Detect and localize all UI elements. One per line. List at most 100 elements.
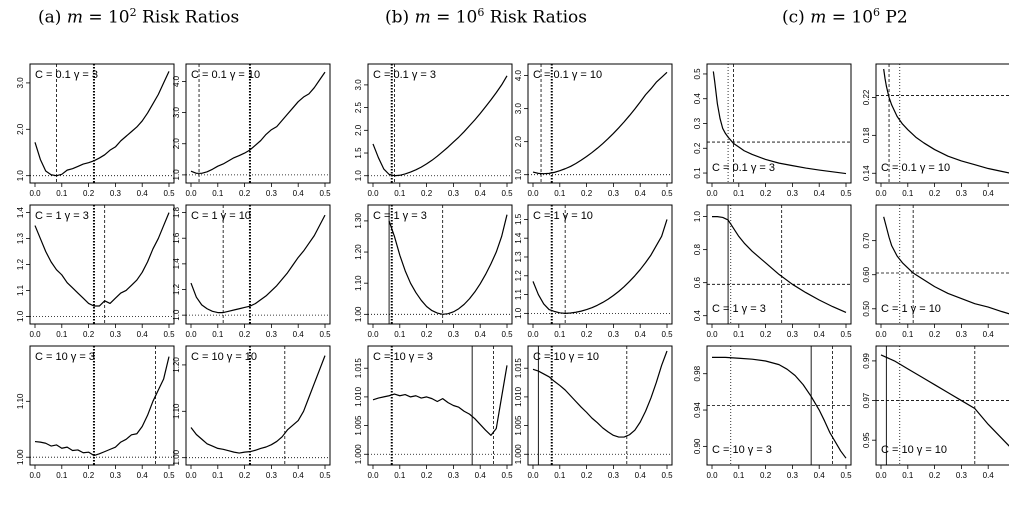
panel-label: C = 10 γ = 3 <box>373 351 433 363</box>
group-title-b: (b) m = 106 Risk Ratios <box>385 6 587 28</box>
x-tick-label: 0.1 <box>902 330 914 339</box>
series-line <box>34 71 170 177</box>
x-tick-label: 0.2 <box>421 330 433 339</box>
chart-panel-a-100-10: 0.0 0.1 0.2 0.3 0.4 0.5 1.00 1.10 1.20 C = 10 γ =… <box>172 345 331 480</box>
x-tick-label: 0.4 <box>635 471 647 480</box>
chart-panel-b-10-10: 0.0 0.1 0.2 0.3 0.4 0.5 1.0 1.1 1.2 1.3 1.4 1.5 C = … <box>514 204 673 339</box>
y-tick-label: 0.70 <box>862 232 871 248</box>
x-tick-label: 0.4 <box>137 330 149 339</box>
y-tick-label: 1.2 <box>514 270 523 282</box>
chart-panel-b-10-3: 0.0 0.1 0.2 0.3 0.4 0.5 1.00 1.10 1.20 1.30 C = 1 … <box>354 204 513 339</box>
chart-panel-c-10-3: 0.0 0.1 0.2 0.3 0.4 0.5 0.4 0.6 0.8 1.0 C = 1 γ = … <box>693 204 852 339</box>
x-tick-label: 0.3 <box>266 330 278 339</box>
y-tick-label: 2.0 <box>172 138 181 150</box>
y-tick-label: 2.0 <box>16 123 25 135</box>
y-tick-label: 1.8 <box>172 206 181 218</box>
panel-label: C = 0.1 γ = 10 <box>191 69 260 81</box>
chart-panel-b-1-10: 0.0 0.1 0.2 0.3 0.4 0.5 1.0 2.0 3.0 4.0 C = 0.1 γ … <box>514 63 673 198</box>
panel-label: C = 1 γ = 3 <box>712 303 766 315</box>
y-tick-label: 1.000 <box>354 444 363 465</box>
x-tick-label: 0.2 <box>239 330 251 339</box>
y-tick-label: 1.3 <box>514 251 523 263</box>
y-tick-label: 1.015 <box>514 358 523 379</box>
y-tick-label: 1.00 <box>172 449 181 465</box>
panel-label: C = 1 γ = 3 <box>373 210 427 222</box>
y-tick-label: 1.3 <box>16 232 25 244</box>
y-tick-label: 1.0 <box>16 310 25 322</box>
panel-label: C = 10 γ = 10 <box>533 351 599 363</box>
y-tick-label: 1.4 <box>16 206 25 218</box>
plot-frame <box>29 63 175 184</box>
y-tick-label: 1.010 <box>354 386 363 407</box>
x-tick-label: 0.4 <box>137 471 149 480</box>
series-line <box>883 68 1009 174</box>
y-tick-label: 1.5 <box>514 213 523 225</box>
x-tick-label: 0.1 <box>902 189 914 198</box>
x-tick-label: 0.0 <box>29 189 41 198</box>
y-tick-label: 1.0 <box>514 307 523 319</box>
y-tick-label: 0.14 <box>862 165 871 181</box>
y-tick-label: 0.18 <box>862 127 871 143</box>
x-tick-label: 0.2 <box>760 471 772 480</box>
x-tick-label: 0.0 <box>367 330 379 339</box>
chart-panel-c-1-10: 0.00.10.20.30.40.50.140.180.22C = 0.1 γ … <box>862 63 1009 198</box>
chart-panel-a-100-3: 0.0 0.1 0.2 0.3 0.4 0.5 1.00 1.10 C = 10 γ = 3 <box>16 345 175 480</box>
y-tick-label: 0.4 <box>693 93 702 105</box>
x-tick-label: 0.1 <box>56 471 68 480</box>
panel-label: C = 1 γ = 10 <box>191 210 251 222</box>
y-tick-label: 2.0 <box>514 136 523 148</box>
x-tick-label: 0.5 <box>501 330 513 339</box>
x-tick-label: 0.3 <box>110 189 122 198</box>
y-tick-label: 3.0 <box>514 103 523 115</box>
x-tick-label: 0.5 <box>840 330 852 339</box>
y-tick-label: 1.4 <box>514 232 523 244</box>
x-tick-label: 0.2 <box>421 471 433 480</box>
y-tick-label: 0.22 <box>862 89 871 105</box>
x-tick-label: 0.4 <box>293 471 305 480</box>
y-tick-label: 3.0 <box>16 77 25 89</box>
x-tick-label: 0.4 <box>983 189 995 198</box>
y-tick-label: 0.5 <box>693 68 702 80</box>
y-tick-label: 1.0 <box>16 170 25 182</box>
panel-label: C = 0.1 γ = 10 <box>533 69 602 81</box>
y-tick-label: 1.20 <box>172 357 181 373</box>
group-title-c: (c) m = 106 P2 <box>782 6 908 28</box>
panel-label: C = 1 γ = 10 <box>533 210 593 222</box>
plot-frame <box>875 204 1009 325</box>
x-tick-label: 0.2 <box>581 189 593 198</box>
y-tick-label: 1.010 <box>514 386 523 407</box>
y-tick-label: 1.1 <box>514 288 523 300</box>
plot-frame <box>527 204 673 325</box>
series-line <box>190 214 326 314</box>
x-tick-label: 0.2 <box>760 330 772 339</box>
y-tick-label: 0.3 <box>693 117 702 129</box>
series-line <box>712 216 847 313</box>
x-tick-label: 0.5 <box>319 471 331 480</box>
y-tick-label: 0.4 <box>693 310 702 322</box>
chart-panel-b-1-3: 0.0 0.1 0.2 0.3 0.4 0.5 1.0 1.5 2.0 2.5 3.0 C = 0.1… <box>354 63 513 198</box>
chart-panel-c-10-10: 0.00.10.20.30.40.50.500.600.70C = 1 γ = … <box>862 204 1009 339</box>
y-tick-label: 1.10 <box>172 403 181 419</box>
x-tick-label: 0.0 <box>527 330 539 339</box>
x-tick-label: 0.0 <box>185 189 197 198</box>
series-line <box>34 356 170 457</box>
x-tick-label: 0.5 <box>319 330 331 339</box>
y-tick-label: 2.5 <box>354 101 363 113</box>
series-line <box>532 71 668 175</box>
x-tick-label: 0.2 <box>581 330 593 339</box>
x-tick-label: 0.3 <box>608 471 620 480</box>
x-tick-label: 0.3 <box>266 189 278 198</box>
panel-label: C = 10 γ = 3 <box>712 444 772 456</box>
y-tick-label: 1.00 <box>16 449 25 465</box>
y-tick-label: 1.10 <box>16 393 25 409</box>
y-tick-label: 0.50 <box>862 300 871 316</box>
plot-frame <box>706 204 852 325</box>
y-tick-label: 1.0 <box>172 169 181 181</box>
x-tick-label: 0.3 <box>608 189 620 198</box>
x-tick-label: 0.5 <box>163 471 175 480</box>
plot-frame <box>527 345 673 466</box>
panel-label: C = 10 γ = 3 <box>35 351 95 363</box>
x-tick-label: 0.2 <box>83 471 95 480</box>
y-tick-label: 1.4 <box>172 258 181 270</box>
x-tick-label: 0.1 <box>733 330 745 339</box>
